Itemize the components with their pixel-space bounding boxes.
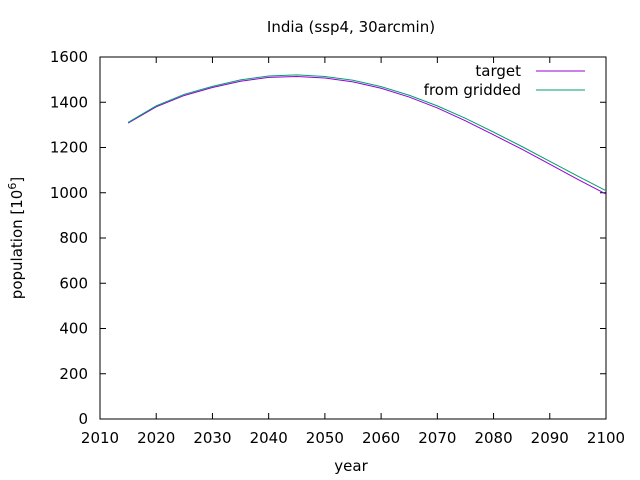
legend-label-from-gridded: from gridded xyxy=(424,81,521,99)
y-axis-label-close: ] xyxy=(8,177,26,183)
series-line-from-gridded xyxy=(127,74,607,192)
y-axis-label-base: population [10 xyxy=(8,190,26,300)
y-tick-label: 1600 xyxy=(50,48,88,66)
y-tick-label: 400 xyxy=(59,320,88,338)
y-axis-label: population [106] xyxy=(6,177,26,299)
x-tick-label: 2010 xyxy=(81,429,119,447)
series-line-target xyxy=(127,75,607,195)
x-tick-label: 2080 xyxy=(474,429,512,447)
x-tick-label: 2040 xyxy=(250,429,288,447)
legend: target from gridded xyxy=(424,62,585,99)
x-tick-label: 2020 xyxy=(137,429,175,447)
y-axis-label-exponent: 6 xyxy=(6,183,19,190)
y-tick-label: 800 xyxy=(59,229,88,247)
y-tick-label: 0 xyxy=(78,410,88,428)
x-tick-label: 2030 xyxy=(193,429,231,447)
x-axis: 2010 2020 2030 2040 2050 2060 2070 2080 2090 2100 xyxy=(81,57,625,447)
y-tick-label: 1400 xyxy=(50,93,88,111)
y-tick-label: 1000 xyxy=(50,184,88,202)
x-tick-label: 2050 xyxy=(306,429,344,447)
y-axis: 0 200 400 600 800 1000 1200 1400 1600 xyxy=(50,48,606,428)
series-lines xyxy=(127,74,607,195)
x-tick-label: 2090 xyxy=(531,429,569,447)
x-tick-label: 2100 xyxy=(587,429,625,447)
y-tick-label: 200 xyxy=(59,365,88,383)
x-axis-label: year xyxy=(334,457,368,475)
chart-title: India (ssp4, 30arcmin) xyxy=(267,18,435,36)
plot-frame xyxy=(99,56,607,420)
y-tick-label: 1200 xyxy=(50,139,88,157)
y-tick-label: 600 xyxy=(59,274,88,292)
x-tick-label: 2060 xyxy=(362,429,400,447)
x-tick-label: 2070 xyxy=(418,429,456,447)
legend-label-target: target xyxy=(475,62,521,80)
